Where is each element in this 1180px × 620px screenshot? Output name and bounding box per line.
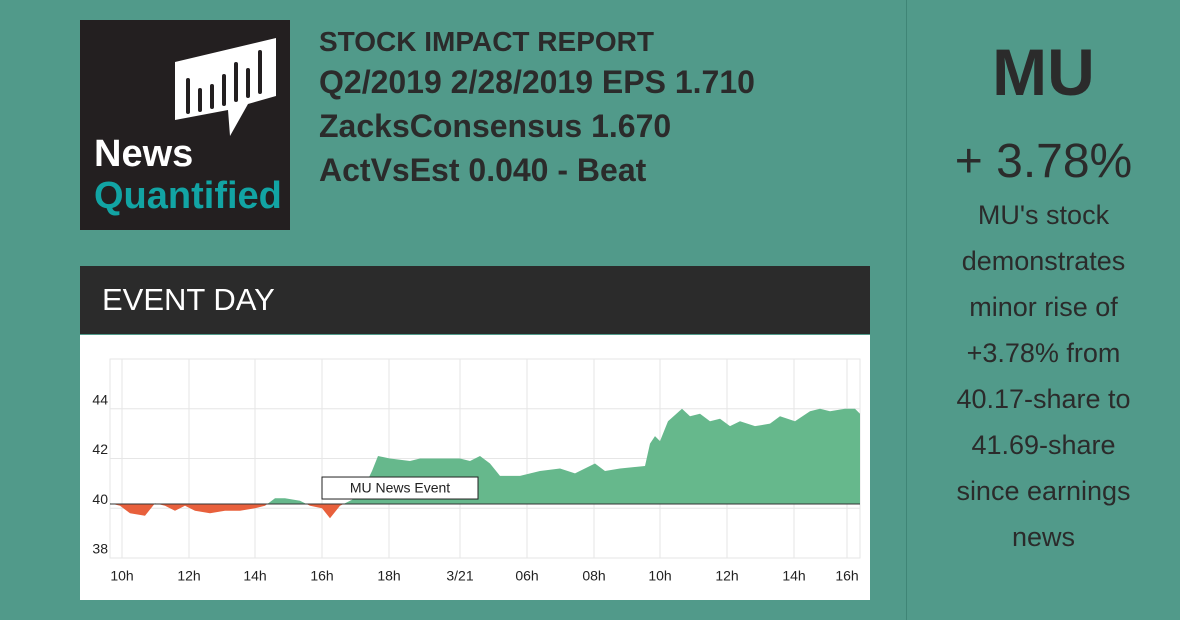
description-line: 40.17-share to <box>956 384 1131 414</box>
report-header: STOCK IMPACT REPORT Q2/2019 2/28/2019 EP… <box>319 24 755 192</box>
logo-text: Quantified <box>94 175 282 217</box>
x-tick-label: 12h <box>715 568 738 584</box>
x-tick-label: 14h <box>243 568 266 584</box>
sidebar: MU + 3.78% MU's stock demonstrates minor r… <box>907 0 1180 560</box>
description-line: +3.78% from <box>966 338 1121 368</box>
annotation-text: MU News Event <box>350 480 450 496</box>
logo-bars <box>186 50 262 114</box>
price-change: + 3.78% <box>954 135 1133 188</box>
header-line: Q2/2019 2/28/2019 EPS 1.710 <box>319 64 755 100</box>
divider <box>906 0 907 620</box>
x-tick-label: 3/21 <box>446 568 473 584</box>
x-tick-label: 06h <box>515 568 538 584</box>
description-line: demonstrates <box>961 246 1126 276</box>
y-tick-label: 38 <box>92 541 108 557</box>
y-tick-label: 44 <box>92 391 108 407</box>
y-tick-label: 42 <box>92 441 108 457</box>
area-up <box>110 408 860 505</box>
logo: News Quantified <box>80 20 290 230</box>
description: MU's stock demonstrates minor rise of +3.78… <box>907 192 1180 560</box>
header-line: ActVsEst 0.040 - Beat <box>319 152 647 188</box>
description-line: 41.69-share <box>971 430 1116 460</box>
x-tick-label: 16h <box>835 568 858 584</box>
x-tick-label: 12h <box>177 568 200 584</box>
x-tick-label: 16h <box>310 568 333 584</box>
x-tick-label: 18h <box>377 568 400 584</box>
x-tick-label: 10h <box>110 568 133 584</box>
description-line: since earnings <box>956 476 1131 506</box>
ticker: MU <box>992 35 1095 109</box>
annotation-box <box>321 476 479 500</box>
x-tick-label: 08h <box>582 568 605 584</box>
header-line: STOCK IMPACT REPORT <box>319 26 654 57</box>
logo-graphic: News Quantified <box>94 38 282 217</box>
panel-title: EVENT DAY <box>80 266 870 334</box>
x-tick-label: 14h <box>782 568 805 584</box>
logo-text: News <box>94 133 193 175</box>
y-tick-label: 40 <box>92 491 108 507</box>
description-line: news <box>1011 522 1076 552</box>
header-line: ZacksConsensus 1.670 <box>319 108 672 144</box>
x-tick-label: 10h <box>648 568 671 584</box>
description-line: minor rise of <box>969 292 1118 322</box>
chart: 38 40 42 44 10h 12h 14h 16h 18h 3/21 06h 08h 10h 12h 1… <box>80 335 870 600</box>
area-down <box>113 504 344 519</box>
description-line: MU's stock <box>977 200 1110 230</box>
